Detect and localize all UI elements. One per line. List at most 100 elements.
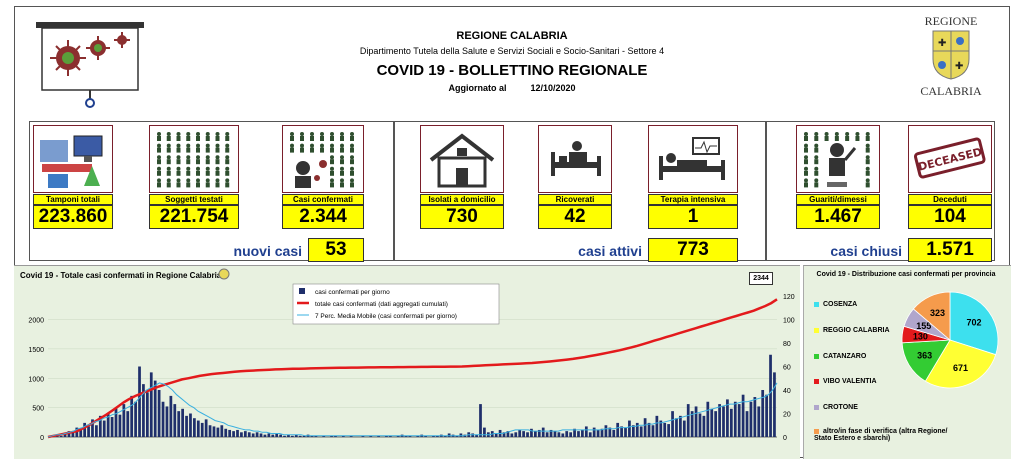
daily-cases-bar [745,411,749,437]
daily-cases-bar [514,432,518,437]
daily-cases-bar [577,431,580,438]
region-seal-icon [218,268,230,280]
daily-cases-bar [361,435,365,437]
daily-cases-bar [204,419,208,438]
daily-cases-bar [267,433,271,437]
daily-cases-bar [377,435,380,437]
region-title: REGIONE CALABRIA [456,30,568,42]
daily-cases-bar [216,427,220,437]
daily-cases-bar [181,408,184,437]
pie-legend-swatch [814,327,819,333]
daily-cases-bar [518,429,522,437]
cases-chart: 0 500 1000 1500 2000 0 20 40 60 80 100 120 casi conf… [28,283,795,442]
confermati-tile [282,125,364,193]
daily-cases-bar [91,419,94,438]
pie-legend-item: altro/in fase di verifica (altra Regione… [814,428,954,442]
daily-cases-bar [655,415,659,437]
daily-cases-bar [224,428,228,437]
daily-cases-bar [287,434,290,437]
daily-cases-bar [494,433,498,437]
pie-legend-swatch [814,301,819,307]
daily-cases-bar [541,427,545,437]
pie-legend-swatch [814,404,819,410]
daily-cases-bar [455,435,459,437]
daily-cases-bar [283,435,286,437]
daily-cases-bar [718,404,721,437]
daily-cases-bar [98,415,102,437]
daily-cases-bar [236,429,239,437]
daily-cases-bar [569,432,573,437]
bulletin-title: COVID 19 - BOLLETTINO REGIONALE [376,62,648,79]
logo-bottom-word: CALABRIA [920,84,982,98]
casi-chiusi-label: casi chiusi [830,243,902,259]
daily-cases-bar [741,394,745,437]
daily-cases-bar [294,434,298,437]
daily-cases-bar [643,418,647,437]
pie-slice [949,291,999,356]
daily-cases-bar [334,435,337,437]
virus-logo-icon [36,22,144,108]
daily-cases-bar [733,401,737,437]
daily-cases-bar [675,418,678,437]
daily-cases-bar [134,401,137,437]
daily-cases-bar [475,434,478,437]
daily-cases-bar [722,406,725,437]
deceduti-value: 104 [908,205,992,229]
daily-cases-bar [561,433,565,437]
daily-cases-bar [588,432,592,437]
y-right-tick-label: 80 [783,341,791,348]
daily-cases-bar [110,417,114,437]
daily-cases-bar [447,433,451,437]
daily-cases-bar [193,418,196,437]
daily-cases-bar [138,366,141,437]
daily-cases-bar [526,432,529,437]
daily-cases-bar [212,426,216,437]
daily-cases-bar [729,408,733,437]
daily-cases-bar [157,390,161,437]
daily-cases-bar [757,406,761,437]
terapia-tile [648,125,738,193]
daily-cases-bar [667,424,670,437]
chart-legend-box [292,283,500,325]
daily-cases-bar [761,390,765,437]
pie-legend-item: COSENZA [814,301,954,308]
daily-cases-bar [243,431,247,438]
daily-cases-bar [581,429,584,437]
people-grid-icon [157,132,230,188]
daily-cases-bar [279,434,282,437]
cases-chart-title: Covid 19 - Totale casi confermati in Reg… [20,271,222,280]
daily-cases-bar [408,435,412,437]
daily-cases-bar [165,406,169,437]
daily-cases-bar [200,422,204,437]
daily-cases-bar [255,432,259,437]
daily-cases-bar [196,420,200,437]
updated-line: Aggiornato al 12/10/2020 [0,83,1024,93]
daily-cases-bar [228,429,232,437]
daily-cases-bar [130,395,134,438]
casi-attivi-label: casi attivi [578,243,642,259]
ricoverati-tile [538,125,612,193]
daily-cases-bar [122,404,126,437]
pie-legend-label: CATANZARO [823,353,867,360]
y-right-tick-label: 20 [783,412,791,419]
daily-cases-bar [443,435,447,437]
daily-cases-bar [330,435,333,437]
legend-entry: casi confermati per giorno [315,289,390,296]
daily-cases-bar [631,425,635,437]
daily-cases-bar [118,414,122,437]
moving-average-line [47,382,778,438]
pie-slice [901,339,951,382]
casi-chiusi-value: 1.571 [908,238,992,262]
daily-cases-bar [479,404,482,437]
daily-cases-bar [671,411,674,437]
daily-cases-bar [659,420,663,437]
daily-cases-bar [545,432,549,437]
daily-cases-bar [263,434,267,437]
daily-cases-bar [432,435,435,437]
y-right-tick-label: 40 [783,388,791,395]
intensive-care-icon [659,137,725,180]
daily-cases-bar [396,435,400,437]
daily-cases-bar [349,435,353,437]
daily-cases-bar [471,433,475,437]
